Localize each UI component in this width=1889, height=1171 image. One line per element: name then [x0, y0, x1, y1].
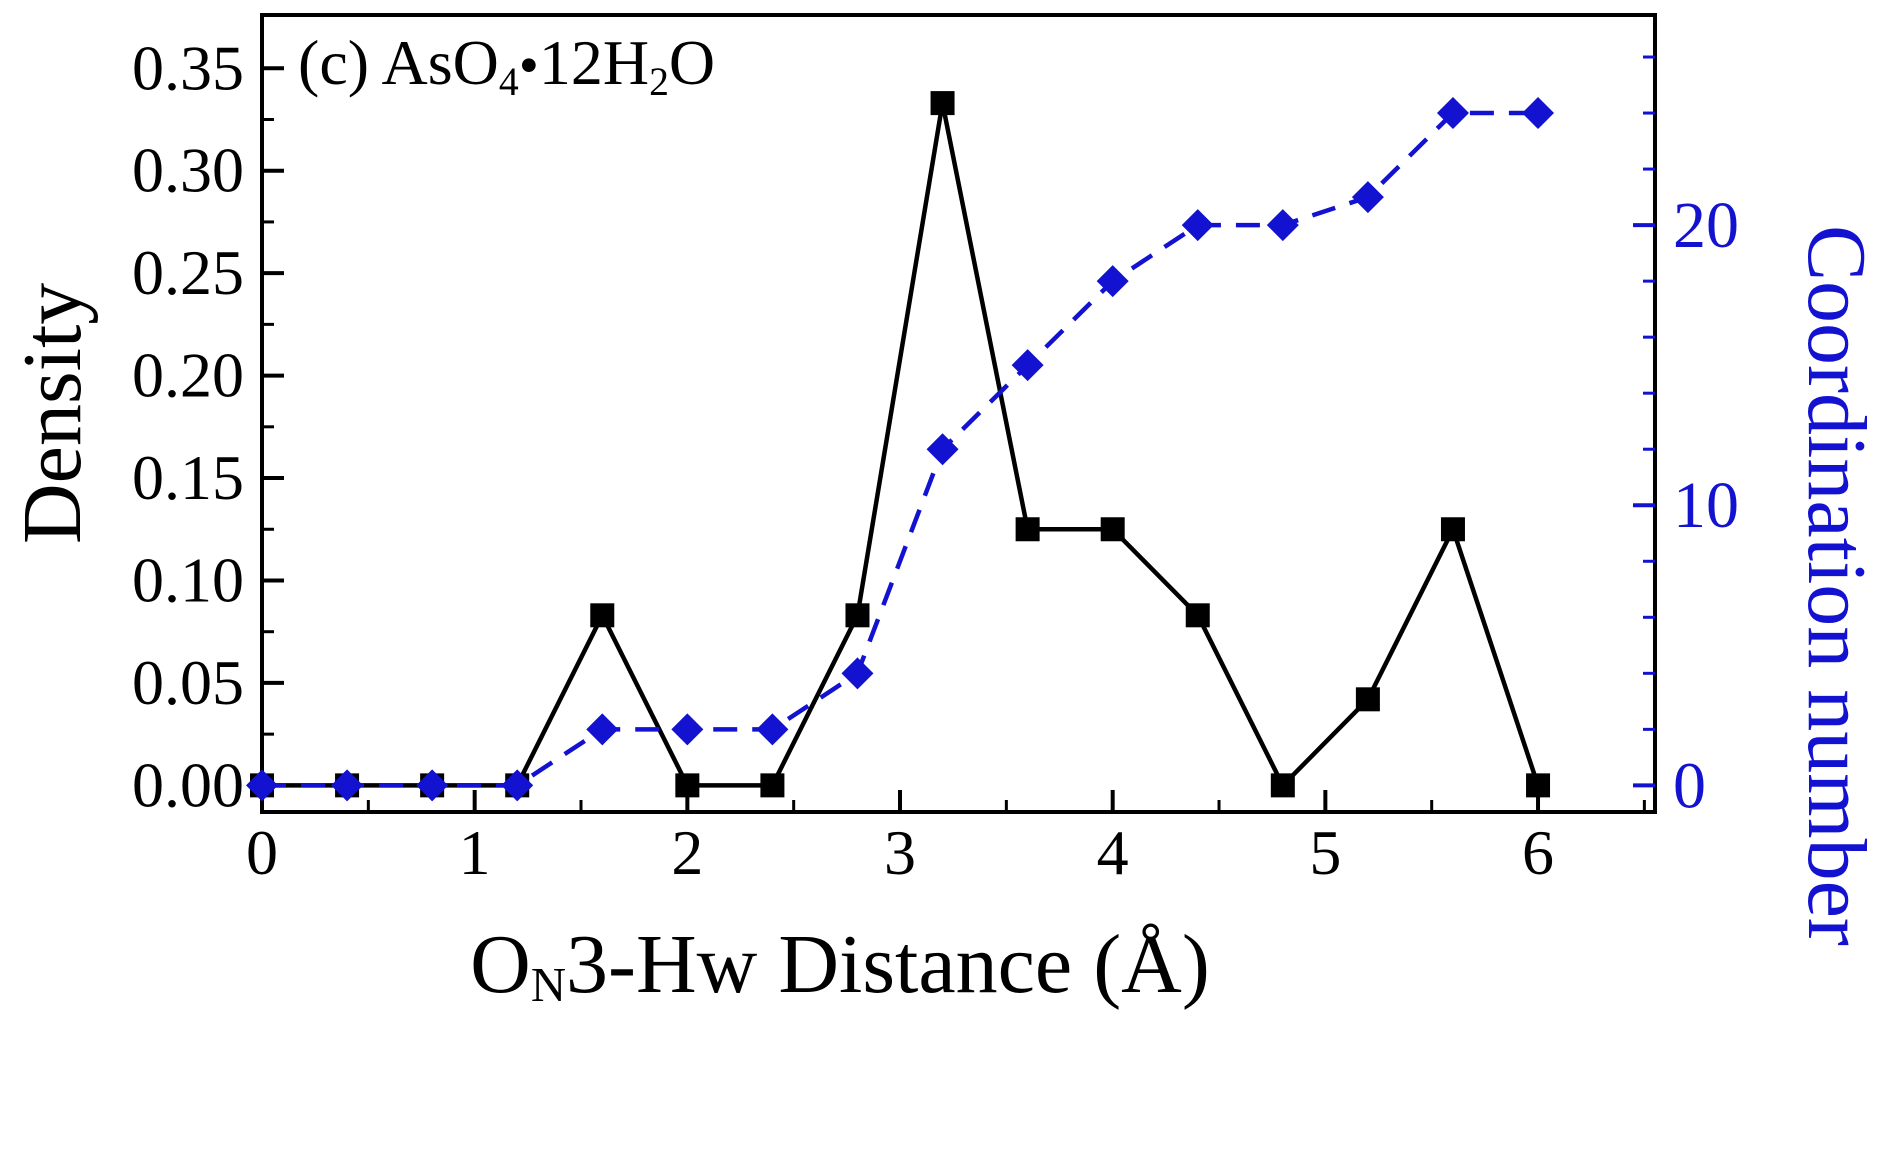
left-y-tick-label: 0.35: [132, 32, 244, 103]
x-tick-label: 1: [459, 817, 491, 888]
left-axis-title: Density: [6, 282, 99, 545]
x-axis-title: ON3-Hw Distance (Å): [200, 916, 1480, 1013]
x-tick-label: 5: [1309, 817, 1341, 888]
x-tick-label: 3: [884, 817, 916, 888]
square-marker: [930, 91, 955, 116]
square-marker: [760, 773, 785, 798]
square-marker: [1100, 517, 1125, 542]
square-marker: [1355, 687, 1380, 712]
diamond-marker: [926, 433, 959, 466]
annotation-text: (c) AsO: [298, 27, 499, 98]
square-marker: [1015, 517, 1040, 542]
left-y-tick-label: 0.25: [132, 237, 244, 308]
square-marker: [1440, 517, 1465, 542]
square-marker: [675, 773, 700, 798]
series-line: [262, 110, 1538, 788]
x-axis-title-subscript-N: N: [530, 957, 567, 1012]
series-line: [262, 100, 1541, 788]
left-y-tick-label: 0.10: [132, 544, 244, 615]
diamond-marker: [1436, 97, 1469, 130]
diamond-marker: [1096, 265, 1129, 298]
right-y-tick-label: 10: [1673, 469, 1739, 542]
annotation-subscript-2: 2: [649, 60, 669, 105]
diamond-marker: [416, 769, 449, 802]
x-axis: 0 1 2 3 4 5 6: [246, 790, 1646, 888]
panel-annotation: (c) AsO4•12H2O: [298, 27, 716, 105]
diamond-marker: [331, 769, 364, 802]
left-y-tick-label: 0.00: [132, 749, 244, 820]
square-marker: [1526, 773, 1551, 798]
x-tick-label: 2: [671, 817, 703, 888]
annotation-text: O: [668, 27, 716, 98]
diamond-marker: [246, 769, 278, 802]
x-axis-title-text: 3-Hw Distance (Å): [566, 918, 1210, 1011]
diamond-marker: [1181, 209, 1214, 242]
left-y-axis: 0.00 0.05 0.10 0.15 0.20 0.25 0.30 0.35: [132, 32, 284, 820]
square-marker: [845, 603, 870, 628]
diamond-marker: [841, 657, 874, 690]
annotation-text: 12H: [538, 27, 650, 98]
diamond-marker: [1351, 181, 1384, 214]
diamond-marker: [586, 713, 619, 746]
right-y-tick-label: 0: [1673, 749, 1706, 822]
diamond-marker: [671, 713, 704, 746]
square-marker: [1270, 773, 1295, 798]
left-y-tick-label: 0.20: [132, 340, 244, 411]
diamond-marker: [756, 713, 789, 746]
diamond-marker: [1522, 97, 1555, 130]
series-coordination-number: [246, 97, 1555, 802]
square-marker: [590, 603, 615, 628]
x-axis-title-text: O: [470, 918, 531, 1011]
diamond-marker: [1266, 209, 1299, 242]
x-tick-label: 4: [1097, 817, 1129, 888]
diamond-marker: [1011, 349, 1044, 382]
left-y-tick-label: 0.15: [132, 442, 244, 513]
plot-frame: [260, 13, 1657, 814]
left-y-tick-label: 0.30: [132, 135, 244, 206]
diamond-marker: [501, 769, 534, 802]
annotation-bullet: •: [518, 34, 539, 97]
right-axis-title: Coordination number: [1790, 225, 1883, 946]
annotation-subscript-4: 4: [498, 60, 519, 105]
left-y-tick-label: 0.05: [132, 647, 244, 718]
right-y-tick-label: 20: [1673, 189, 1739, 262]
right-y-axis: 0 10 20: [1633, 55, 1739, 822]
x-tick-label: 0: [246, 817, 278, 888]
x-tick-label: 6: [1522, 817, 1554, 888]
square-marker: [1185, 603, 1210, 628]
